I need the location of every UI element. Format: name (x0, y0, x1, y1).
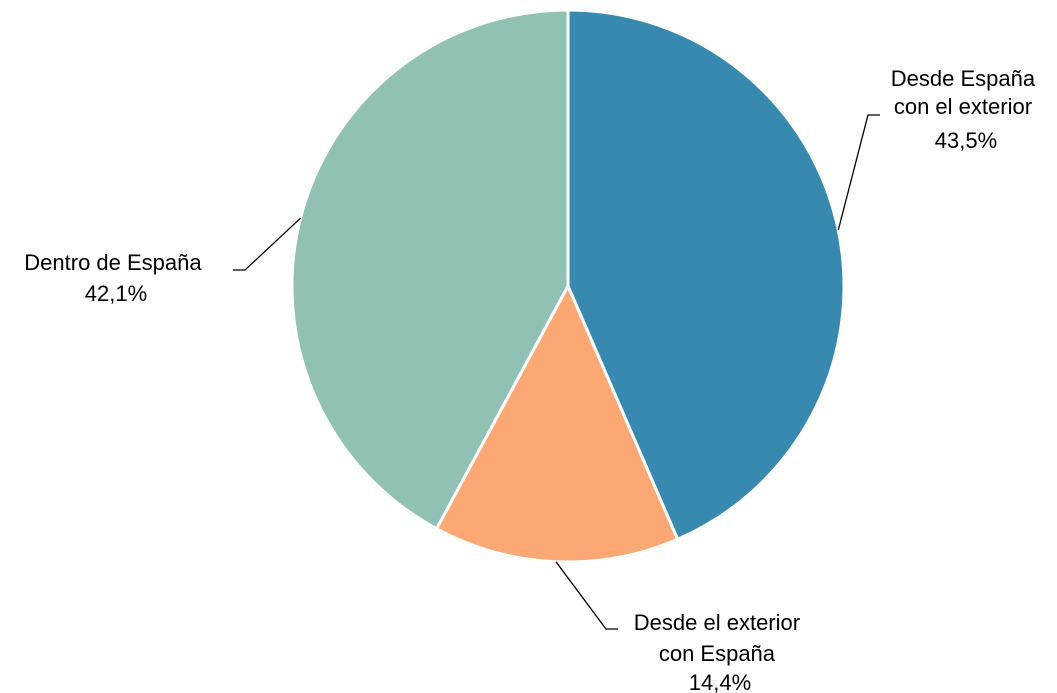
leader-lines (233, 114, 880, 630)
leader-line-hacia (555, 561, 618, 630)
slice-label-hacia: Desde el exterior con España 14,4% (634, 610, 806, 693)
pie-slice-hacia (435, 284, 680, 564)
slice-label-exterior-line-1: Desde España (891, 66, 1036, 91)
leader-line-exterior (837, 114, 880, 231)
slice-label-dentro: Dentro de España 42,1% (24, 250, 207, 306)
slice-value-hacia: 14,4% (689, 670, 751, 693)
slice-label-dentro-line-1: Dentro de España (24, 250, 202, 275)
slice-label-hacia-line-1: Desde el exterior (634, 610, 800, 635)
pie-slices (290, 8, 846, 564)
pie-slice-dentro (290, 8, 570, 531)
slice-label-hacia-line-2: con España (659, 641, 776, 666)
slice-value-dentro: 42,1% (85, 281, 147, 306)
slice-label-exterior-line-2: con el exterior (894, 94, 1032, 119)
slice-label-exterior: Desde España con el exterior 43,5% (891, 66, 1041, 153)
leader-line-dentro (233, 217, 301, 271)
slice-value-exterior: 43,5% (935, 128, 997, 153)
pie-slice-exterior (566, 8, 846, 541)
